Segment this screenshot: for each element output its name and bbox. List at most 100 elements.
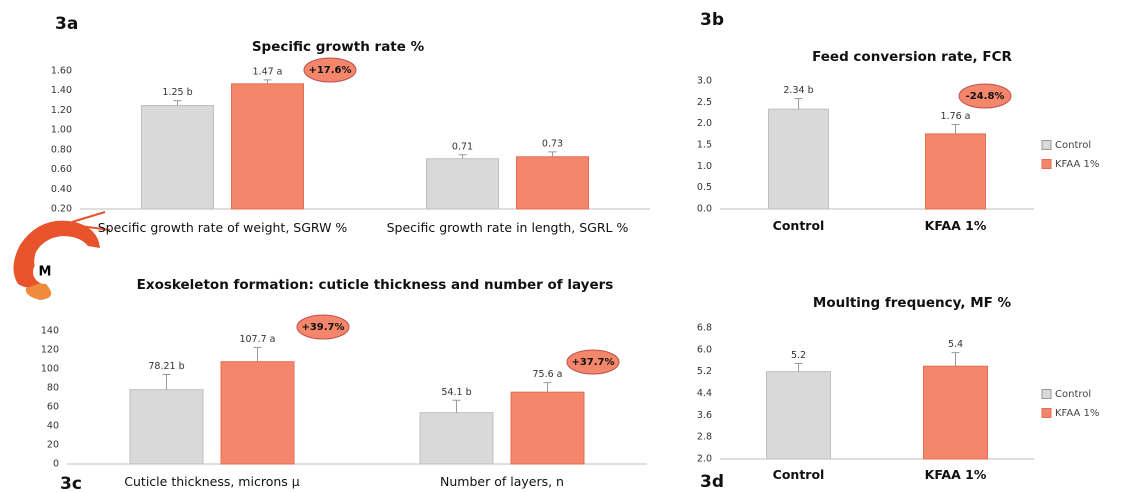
error-bar (543, 382, 552, 393)
value-label: 5.2 (791, 350, 806, 361)
x-tick-label: KFAA 1% (924, 218, 987, 233)
y-tick-label: 1.0 (697, 161, 712, 172)
legend-label: KFAA 1% (1055, 159, 1099, 170)
bar (129, 389, 204, 465)
y-tick-label: 120 (41, 345, 59, 356)
panel-label: 3d (700, 472, 724, 492)
value-label: 1.76 a (941, 111, 971, 122)
chart-title: Exoskeleton formation: cuticle thickness… (136, 277, 614, 293)
y-tick-label: 0 (53, 459, 59, 470)
annotation: +17.6% (308, 65, 351, 76)
bar (766, 371, 831, 460)
bar (220, 361, 295, 465)
y-tick-label: 3.6 (697, 410, 712, 421)
legend-swatch (1041, 408, 1052, 418)
y-tick-label: 6.8 (697, 323, 712, 334)
panel-label: 3b (700, 10, 724, 30)
annotation-badge (958, 83, 1012, 109)
y-tick-label: 1.5 (697, 140, 712, 151)
x-tick-label: KFAA 1% (924, 467, 987, 482)
bar (768, 108, 829, 210)
legend-swatch (1041, 140, 1052, 150)
error-bar (951, 124, 960, 134)
y-tick-label: 60 (47, 402, 59, 413)
error-bar (173, 100, 182, 106)
value-label: 75.6 a (533, 369, 563, 380)
value-label: 78.21 b (148, 361, 184, 372)
logo-text: M (39, 265, 52, 280)
logo-badge (33, 260, 57, 284)
legend-swatch (1041, 389, 1052, 399)
annotation: +37.7% (571, 357, 614, 368)
bar (426, 158, 499, 210)
error-bar (794, 97, 803, 110)
annotation-badge (303, 57, 357, 83)
x-tick-label: Specific growth rate in length, SGRL % (386, 220, 629, 235)
error-bar (951, 352, 960, 367)
value-label: 2.34 b (783, 85, 813, 96)
error-bar (794, 362, 803, 372)
x-tick-label: Control (772, 218, 825, 233)
y-tick-label: 1.00 (51, 125, 72, 136)
y-tick-label: 140 (41, 326, 59, 337)
value-label: 5.4 (948, 339, 963, 350)
x-tick-label: Specific growth rate of weight, SGRW % (97, 220, 348, 235)
y-tick-label: 1.40 (51, 85, 72, 96)
y-tick-label: 0.0 (697, 204, 712, 215)
y-tick-label: 0.40 (51, 184, 72, 195)
bar (141, 105, 214, 210)
y-tick-label: 2.0 (697, 454, 712, 465)
bar (923, 365, 988, 460)
y-tick-label: 3.0 (697, 76, 712, 87)
y-tick-label: 0.5 (697, 182, 712, 193)
annotation-badge (566, 349, 620, 375)
bar (925, 133, 986, 210)
error-bar (253, 346, 262, 362)
bar (419, 412, 494, 465)
error-bar (548, 151, 557, 157)
y-tick-label: 5.2 (697, 366, 712, 377)
error-bar (452, 399, 461, 413)
annotation: -24.8% (966, 91, 1005, 102)
y-tick-label: 0.80 (51, 144, 72, 155)
legend-label: Control (1055, 389, 1091, 400)
y-tick-label: 1.20 (51, 105, 72, 116)
value-label: 0.71 (452, 141, 473, 152)
y-tick-label: 2.0 (697, 118, 712, 129)
annotation-badge (296, 314, 350, 340)
value-label: 1.47 a (253, 66, 283, 77)
panel-label: 3c (60, 474, 82, 492)
logo: M (13, 211, 111, 300)
value-label: 107.7 a (239, 334, 275, 345)
x-tick-label: Control (772, 467, 825, 482)
x-tick-label: Number of layers, n (440, 474, 564, 489)
legend-label: KFAA 1% (1055, 408, 1099, 419)
chart-title: Specific growth rate % (251, 39, 425, 55)
y-tick-label: 100 (41, 364, 59, 375)
error-bar (263, 79, 272, 84)
y-tick-label: 2.5 (697, 97, 712, 108)
y-tick-label: 0.20 (51, 204, 72, 215)
y-tick-label: 80 (47, 383, 59, 394)
chart-title: Moulting frequency, MF % (812, 295, 1012, 311)
legend-label: Control (1055, 140, 1091, 151)
legend-swatch (1041, 159, 1052, 169)
chart-title: Feed conversion rate, FCR (812, 49, 1012, 65)
error-bar (458, 154, 467, 159)
y-tick-label: 20 (47, 440, 59, 451)
error-bar (162, 374, 171, 390)
y-tick-label: 2.8 (697, 432, 712, 443)
y-tick-label: 0.60 (51, 164, 72, 175)
logo-tail (25, 282, 52, 300)
annotation: +39.7% (301, 322, 344, 333)
bar (516, 156, 589, 210)
bar (510, 391, 585, 465)
value-label: 0.73 (542, 138, 563, 149)
value-label: 1.25 b (162, 87, 192, 98)
y-tick-label: 1.60 (51, 66, 72, 77)
x-tick-label: Cuticle thickness, microns µ (124, 474, 300, 489)
bar (231, 83, 304, 210)
y-tick-label: 40 (47, 421, 59, 432)
